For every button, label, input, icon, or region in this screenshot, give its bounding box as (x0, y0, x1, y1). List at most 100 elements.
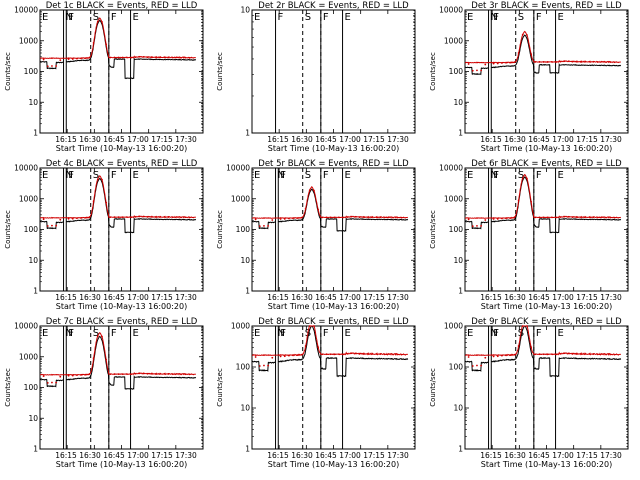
lld-point (580, 216, 582, 219)
plot-frame (39, 167, 204, 292)
y-tick-label: 100 (449, 67, 464, 76)
panel-title: Det 3r BLACK = Events, RED = LLD (471, 1, 622, 11)
lld-point (496, 218, 499, 220)
lld-point (484, 356, 487, 359)
lld-point (92, 41, 95, 44)
lld-point (350, 215, 353, 218)
lld-point (126, 56, 128, 59)
segment-label: N (491, 12, 498, 23)
y-tick-label: 10 (453, 404, 463, 413)
lld-point (80, 217, 83, 219)
lld-point (42, 375, 45, 378)
lld-point (596, 216, 599, 219)
lld-point (367, 216, 369, 219)
lld-point (530, 346, 533, 349)
x-tick-label: 17:30 (387, 451, 409, 460)
lld-point (609, 61, 612, 63)
lld-point (300, 216, 303, 219)
y-axis-label: Counts/sec (216, 52, 224, 91)
lld-point (101, 20, 103, 23)
x-tick-label: 16:30 (79, 293, 101, 302)
lld-point (596, 353, 599, 356)
lld-point (300, 353, 303, 356)
lld-point (304, 345, 307, 347)
lld-point (155, 56, 157, 59)
lld-point (534, 353, 537, 356)
lld-point (180, 56, 182, 59)
series-events-line (464, 34, 622, 76)
lld-point (96, 20, 99, 23)
lld-point (559, 216, 562, 218)
segment-label: S (518, 12, 524, 23)
x-tick-label: 16:15 (267, 451, 289, 460)
lld-point (325, 353, 328, 356)
segment-label: E (345, 170, 351, 181)
lld-point (167, 216, 170, 218)
lld-point (42, 58, 45, 61)
lld-point (67, 374, 70, 377)
segment-label: S (305, 12, 311, 23)
segment-label: E (467, 170, 473, 181)
lld-point (538, 61, 541, 63)
plot-frame (251, 167, 416, 292)
segment-label: F (493, 170, 499, 181)
lld-point (551, 216, 553, 219)
y-axis-label: Counts/sec (429, 210, 437, 249)
lld-point (467, 356, 470, 358)
lld-point (42, 218, 45, 221)
x-axis-label: Start Time (10-May-13 16:00:20) (56, 460, 187, 469)
lld-point (88, 373, 91, 375)
lld-point (517, 199, 520, 202)
lld-point (130, 56, 132, 59)
lld-point (471, 225, 474, 228)
lld-point (509, 61, 512, 64)
lld-point (333, 353, 336, 356)
lld-point (117, 216, 120, 219)
segment-label: E (254, 170, 260, 181)
segment-label: N (491, 328, 498, 339)
lld-point (342, 353, 344, 356)
lld-point (271, 219, 274, 221)
lld-point (571, 60, 574, 63)
panel-title: Det 7c BLACK = Events, RED = LLD (46, 317, 198, 327)
lld-point (279, 218, 282, 220)
lld-point (492, 218, 495, 220)
x-tick-label: 17:00 (339, 293, 361, 302)
lld-point (354, 352, 357, 355)
y-tick-label: 100 (24, 225, 39, 234)
segment-label: F (536, 328, 542, 339)
x-tick-label: 16:45 (528, 293, 550, 302)
lld-point (121, 373, 124, 375)
lld-point (588, 216, 591, 219)
x-tick-label: 17:00 (127, 293, 149, 302)
y-tick-label: 1 (245, 129, 250, 138)
plot-frame (39, 325, 204, 450)
lld-point (400, 216, 403, 219)
lld-point (517, 345, 520, 347)
x-tick-label: 16:15 (55, 293, 77, 302)
segment-label: E (42, 12, 48, 23)
lld-point (505, 217, 508, 220)
y-tick-label: 10000 (439, 6, 463, 15)
x-tick-label: 16:45 (103, 293, 125, 302)
segment-label: F (278, 12, 284, 23)
panel-title: Det 2r BLACK = Events, RED = LLD (258, 1, 409, 11)
y-tick-label: 1000 (231, 194, 250, 203)
lld-point (317, 346, 320, 349)
lld-point (267, 225, 270, 227)
lld-point (584, 216, 587, 218)
y-tick-label: 10 (453, 98, 463, 107)
segment-label: F (323, 328, 329, 339)
lld-point (571, 352, 574, 355)
y-axis-label: Counts/sec (429, 368, 437, 407)
y-axis-label: Counts/sec (429, 52, 437, 91)
x-tick-label: 17:30 (175, 135, 197, 144)
lld-point (505, 354, 508, 357)
lld-point (521, 177, 524, 179)
plot-frame (464, 9, 629, 134)
lld-point (388, 353, 390, 355)
y-tick-label: 10 (240, 256, 250, 265)
lld-point (171, 373, 174, 376)
lld-point (534, 216, 537, 219)
x-tick-label: 17:00 (552, 135, 574, 144)
